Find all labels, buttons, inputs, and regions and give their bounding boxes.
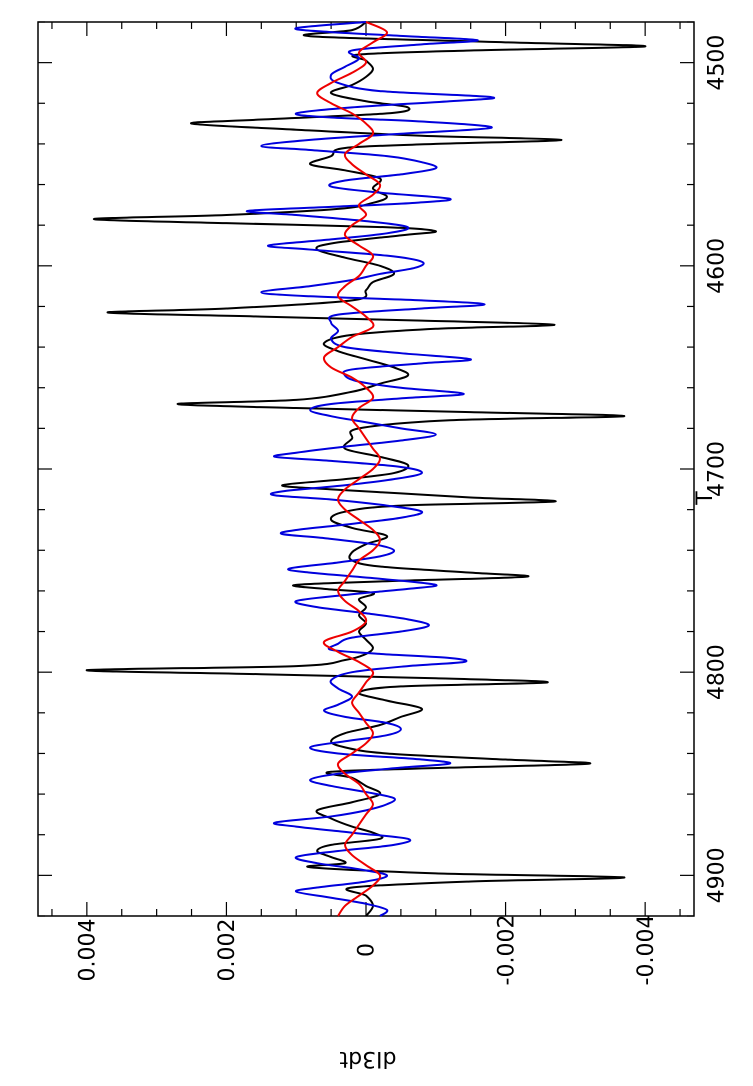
- plot-frame: [37, 21, 695, 917]
- series-blue-line: [245, 21, 496, 917]
- x-tick-label: 4500: [705, 35, 730, 91]
- y-tick-label: 0: [355, 943, 380, 957]
- y-axis-title: dI3dt: [339, 1046, 396, 1071]
- y-tick-label: -0.004: [634, 915, 659, 986]
- y-tick-label: 0.002: [215, 919, 240, 982]
- series-layer: [85, 21, 647, 917]
- x-tick-label: 4600: [705, 238, 730, 294]
- x-tick-label: 4800: [705, 644, 730, 700]
- axis-ticks: [38, 21, 694, 917]
- series-black-line: [85, 21, 647, 917]
- tick-labels: 4500 4600 4700 4800 4900 0.004 0.002 0 -0.002 -0.…: [76, 35, 730, 986]
- series-red-line: [316, 21, 388, 917]
- y-tick-label: -0.002: [494, 915, 519, 986]
- x-tick-label: 4900: [705, 847, 730, 903]
- x-axis-title: T: [693, 491, 718, 506]
- y-tick-label: 0.004: [76, 919, 101, 982]
- x-tick-label: 4700: [705, 441, 730, 497]
